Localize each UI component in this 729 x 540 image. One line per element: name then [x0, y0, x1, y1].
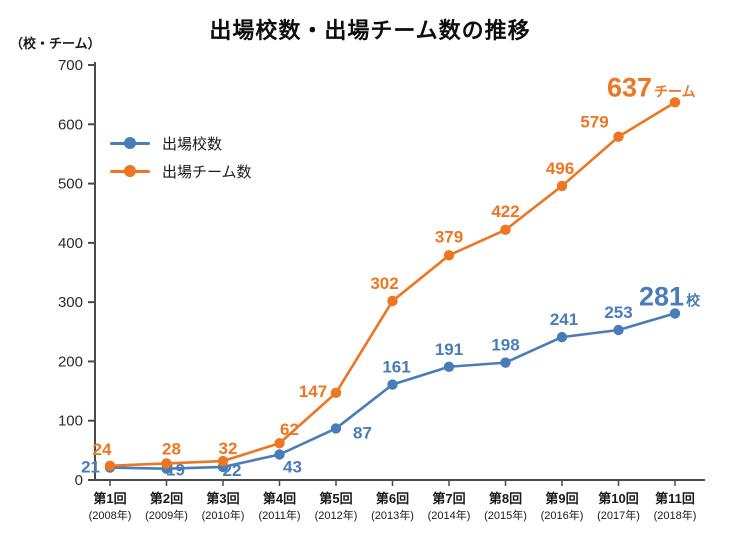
data-label: 43 [283, 458, 302, 477]
chart-legend: 出場校数 出場チーム数 [110, 129, 252, 185]
data-label: 422 [491, 202, 519, 221]
series-line-0 [109, 312, 676, 471]
data-point [274, 449, 285, 460]
data-point [613, 324, 624, 336]
chart-title: 出場校数・出場チーム数の推移 [209, 18, 531, 43]
data-label-final-suffix: チーム [654, 83, 696, 99]
data-point [161, 458, 172, 469]
x-axis-label-year: (2011年) [259, 508, 301, 522]
data-label: 32 [219, 439, 238, 458]
data-point [500, 224, 511, 236]
x-axis-label-year: (2009年) [145, 508, 188, 522]
data-label: 22 [223, 461, 242, 480]
data-point [274, 438, 285, 449]
data-point [387, 295, 398, 307]
x-axis-label-round: 第3回 [206, 491, 239, 506]
x-axis-label-year: (2010年) [202, 508, 245, 522]
legend-label-schools: 出場校数 [162, 135, 223, 153]
data-point [387, 379, 398, 390]
x-axis-label-round: 第6回 [376, 491, 409, 506]
data-point [443, 250, 455, 261]
legend-label-teams: 出場チーム数 [162, 163, 252, 181]
x-axis-label-year: (2014年) [428, 508, 471, 522]
data-label: 379 [435, 227, 463, 246]
data-label-final: 281 校 [639, 281, 701, 311]
y-axis-unit-label: （校・チーム） [10, 36, 101, 51]
data-label: 62 [280, 420, 299, 439]
x-axis-label-round: 第1回 [93, 491, 126, 506]
x-axis-label-year: (2008年) [89, 508, 132, 522]
data-point [443, 361, 455, 372]
data-label-final-suffix: 校 [686, 292, 701, 308]
x-axis-label-round: 第5回 [319, 491, 352, 506]
data-label: 302 [370, 274, 398, 293]
y-axis-tick-label: 500 [58, 176, 83, 193]
data-point [669, 308, 681, 319]
data-label: 496 [546, 159, 574, 178]
legend-dot-teams [124, 165, 136, 177]
data-label: 28 [162, 439, 181, 458]
y-axis-tick-label: 200 [58, 353, 83, 370]
x-axis-label-round: 第9回 [545, 491, 578, 506]
legend-dot-schools [124, 137, 136, 149]
data-label: 87 [353, 423, 372, 442]
x-axis-label-year: (2017年) [597, 508, 640, 522]
y-axis-tick-label: 400 [58, 235, 83, 252]
y-axis-tick-label: 300 [58, 294, 83, 311]
data-label: 161 [382, 358, 410, 377]
data-point [556, 331, 568, 343]
x-axis-label-year: (2016年) [541, 508, 584, 522]
data-point [500, 357, 511, 368]
y-axis-tick-label: 0 [75, 472, 83, 489]
y-axis-tick-label: 600 [58, 116, 83, 133]
x-axis-label-round: 第4回 [263, 491, 296, 506]
x-axis-label-round: 第8回 [489, 491, 522, 506]
data-point [669, 97, 681, 108]
y-axis-tick-label: 100 [58, 413, 83, 430]
line-dot-marker-icon [110, 165, 150, 177]
x-axis-label-year: (2012年) [315, 508, 358, 522]
data-label: 253 [604, 303, 632, 322]
data-label: 241 [550, 310, 578, 329]
data-label: 198 [491, 336, 519, 355]
x-axis-label-round: 第11回 [655, 491, 695, 506]
x-axis-label-round: 第7回 [432, 491, 465, 506]
data-label: 147 [299, 382, 327, 401]
data-point [613, 131, 624, 142]
data-point [330, 387, 342, 399]
data-label: 24 [93, 440, 112, 459]
data-label: 191 [435, 340, 463, 359]
x-axis-label-round: 第10回 [598, 491, 638, 506]
y-axis-tick-label: 700 [58, 57, 83, 74]
data-point [556, 180, 568, 192]
data-label: 579 [580, 113, 608, 132]
data-label-final: 637 チーム [607, 72, 696, 102]
legend-item-schools: 出場校数 [110, 129, 252, 157]
data-point [330, 423, 342, 434]
x-axis-label-year: (2013年) [371, 508, 414, 522]
data-label: 21 [81, 458, 100, 477]
x-axis-label-year: (2018年) [654, 508, 697, 522]
legend-item-teams: 出場チーム数 [110, 157, 252, 185]
x-axis-label-round: 第2回 [150, 491, 183, 506]
data-point [217, 455, 229, 467]
data-point [104, 460, 116, 471]
line-dot-marker-icon [110, 137, 150, 149]
x-axis-label-year: (2015年) [484, 508, 527, 522]
